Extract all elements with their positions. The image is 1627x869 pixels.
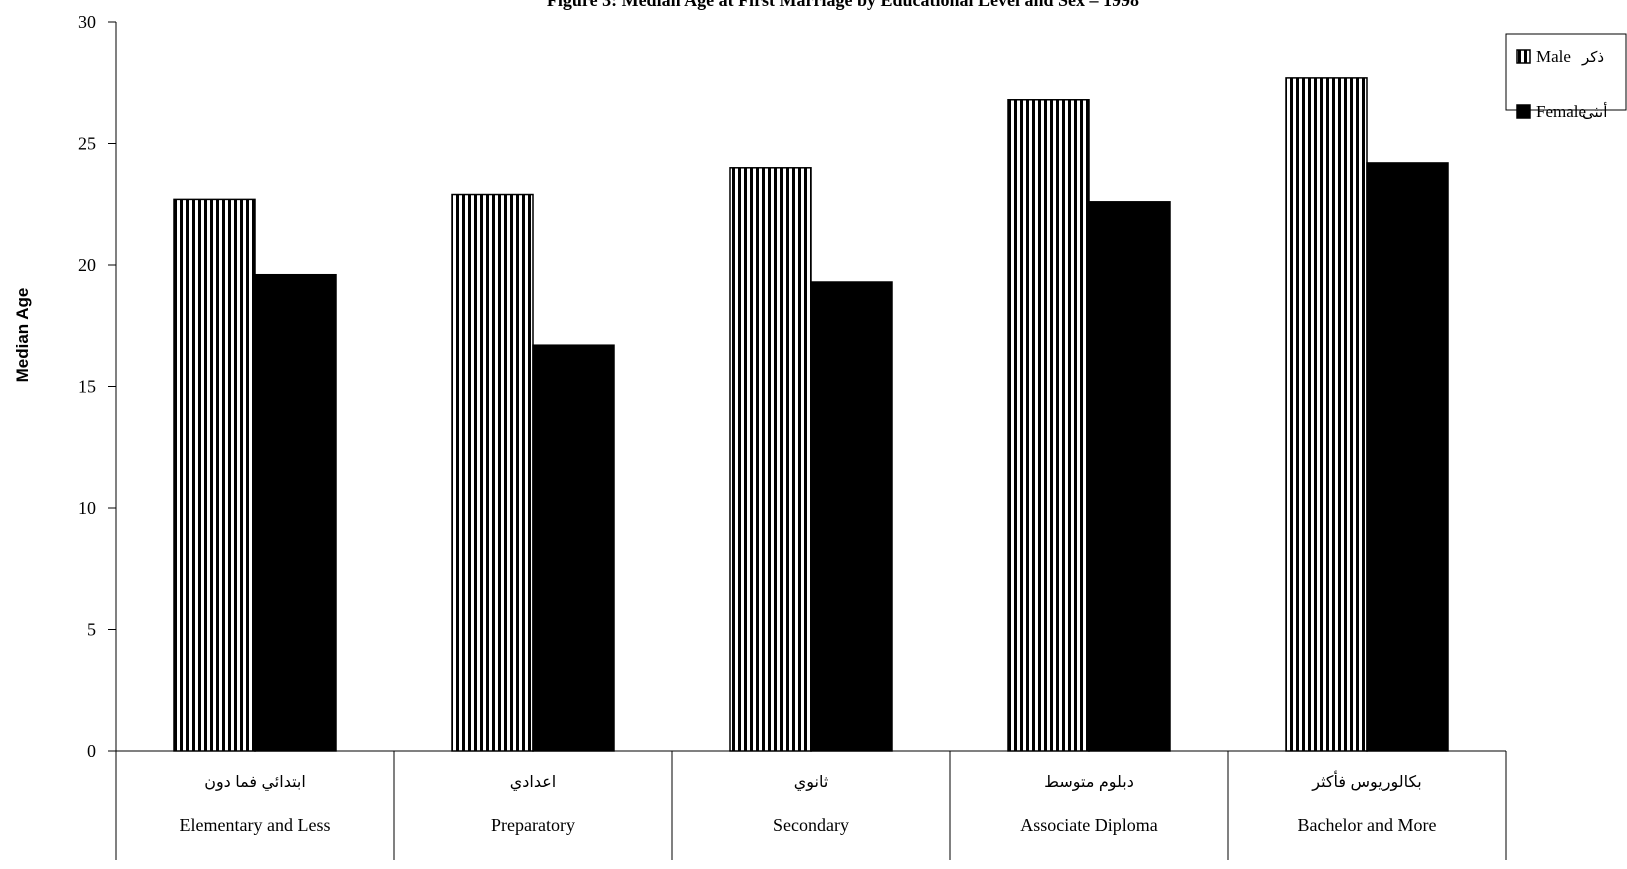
category-label-en: Elementary and Less — [180, 815, 331, 835]
legend-swatch-male — [1516, 49, 1531, 64]
y-tick-label: 5 — [87, 620, 96, 640]
bar-male-5 — [1285, 77, 1368, 752]
bar-male-1 — [173, 198, 256, 752]
category-label-ar: دبلوم متوسط — [1044, 774, 1134, 792]
y-tick-label: 30 — [78, 12, 96, 32]
bar-female-2 — [532, 344, 615, 752]
legend-box — [1505, 33, 1627, 111]
category-label-en: Bachelor and More — [1298, 815, 1437, 835]
bar-male-4 — [1007, 99, 1090, 752]
category-label-ar: اعدادي — [510, 774, 556, 792]
y-tick-label: 25 — [78, 134, 96, 154]
category-label-ar: ثانوي — [794, 774, 829, 792]
category-labels: ابتدائي فما دون Elementary and Less اعدادي… — [180, 770, 1437, 835]
y-tick-label: 0 — [87, 741, 96, 761]
bar-female-4 — [1088, 201, 1171, 752]
chart-title: Figure 3: Median Age at First Marriage b… — [547, 0, 1139, 10]
category-label-ar: بكالوريوس فأكثر — [1311, 770, 1422, 792]
y-axis-label: Median Age — [13, 288, 32, 383]
category-label-ar: ابتدائي فما دون — [204, 774, 306, 792]
category-label-en: Preparatory — [491, 815, 575, 835]
legend-label-ar-female: أنثى — [1582, 102, 1607, 121]
axes: 0 5 10 15 20 25 30 — [78, 12, 1507, 860]
y-tick-label: 10 — [78, 498, 96, 518]
legend-label-female: Female — [1536, 102, 1586, 121]
y-tick-label: 15 — [78, 377, 96, 397]
legend-label-ar-male: ذكر — [1581, 49, 1604, 66]
y-tick-label: 20 — [78, 255, 96, 275]
bar-male-3 — [729, 167, 812, 752]
legend-label-male: Male — [1536, 47, 1571, 66]
category-label-en: Associate Diploma — [1020, 815, 1157, 835]
category-label-en: Secondary — [773, 815, 849, 835]
legend-swatch-female — [1516, 104, 1531, 119]
bar-female-1 — [254, 273, 337, 752]
bars — [173, 77, 1449, 752]
bar-female-3 — [810, 281, 893, 752]
bar-female-5 — [1366, 162, 1449, 752]
bar-male-2 — [451, 193, 534, 752]
